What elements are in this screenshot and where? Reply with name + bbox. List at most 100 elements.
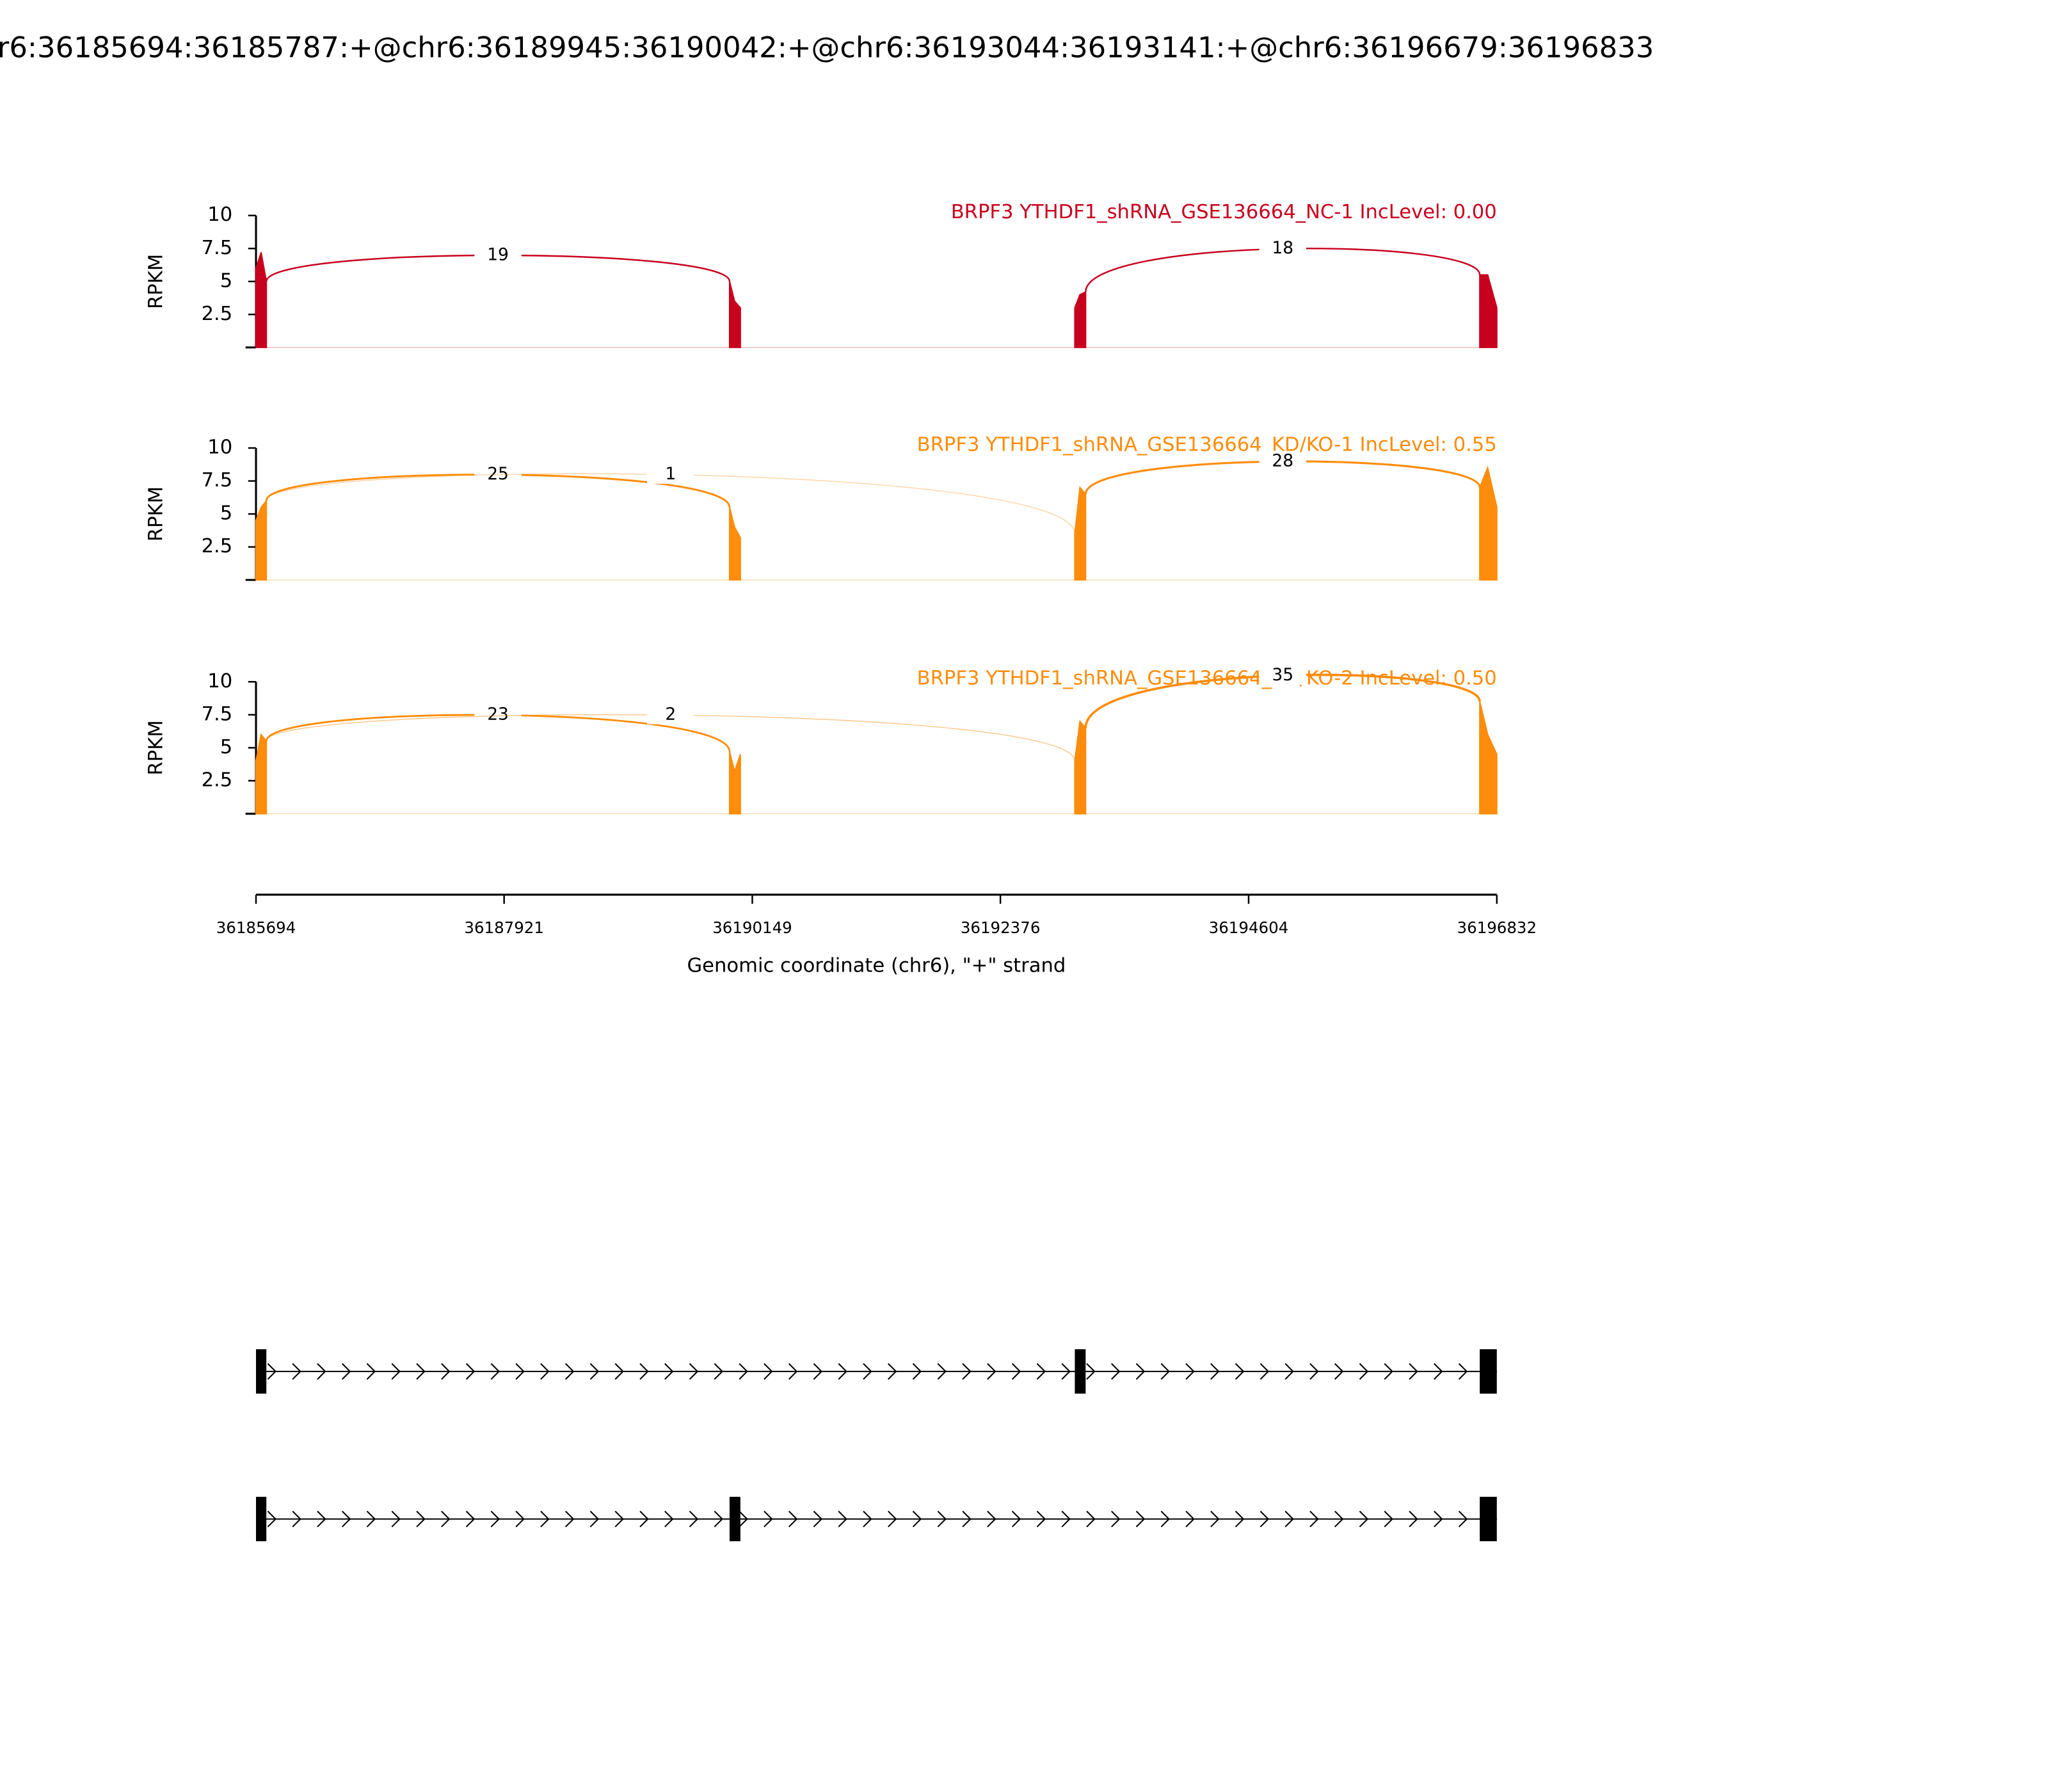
junction-label-bg: [1259, 666, 1306, 685]
strand-chevron: [1434, 1510, 1443, 1528]
coverage: [255, 499, 268, 581]
strand-chevron: [863, 1510, 872, 1528]
y-tick-label: 5: [220, 736, 232, 758]
strand-chevron: [1011, 1363, 1021, 1380]
strand-chevron: [1359, 1363, 1369, 1380]
strand-chevron: [912, 1363, 922, 1380]
strand-chevron: [366, 1363, 376, 1380]
strand-chevron: [1036, 1363, 1046, 1380]
strand-chevron: [292, 1363, 301, 1380]
strand-chevron: [689, 1510, 699, 1528]
junction-label-bg: [1259, 452, 1306, 471]
strand-chevron: [515, 1363, 525, 1380]
y-axis-label: RPKM: [145, 254, 167, 309]
strand-chevron: [366, 1510, 376, 1528]
strand-chevron: [1384, 1363, 1393, 1380]
strand-chevron: [267, 1363, 277, 1380]
junction-label: 23: [487, 705, 509, 724]
junction-label-bg: [647, 705, 694, 724]
strand-chevron: [1434, 1363, 1443, 1380]
junction-label: 2: [665, 705, 676, 724]
coverage: [728, 281, 741, 348]
strand-chevron: [863, 1363, 872, 1380]
strand-chevron: [1185, 1363, 1195, 1380]
strand-chevron: [1086, 1510, 1096, 1528]
junction-label: 28: [1272, 451, 1293, 471]
y-tick-label: 2.5: [202, 303, 233, 325]
strand-chevron: [1260, 1510, 1270, 1528]
x-tick-label: 36192376: [961, 918, 1041, 937]
y-axis-label: RPKM: [145, 720, 167, 775]
y-tick-label: 10: [207, 670, 232, 692]
y-tick-label: 7.5: [202, 703, 233, 725]
strand-chevron: [515, 1510, 525, 1528]
strand-chevron: [391, 1510, 401, 1528]
y-tick-label: 7.5: [202, 469, 233, 492]
junction-label: 35: [1272, 665, 1293, 685]
strand-chevron: [1458, 1363, 1468, 1380]
strand-chevron: [1284, 1363, 1294, 1380]
strand-chevron: [664, 1363, 674, 1380]
y-tick-label: 2.5: [202, 769, 233, 791]
strand-chevron: [639, 1363, 649, 1380]
junction-label-bg: [474, 465, 522, 484]
exon: [256, 1496, 267, 1542]
coverage: [1074, 719, 1087, 815]
strand-chevron: [292, 1510, 301, 1528]
junction-label-bg: [647, 465, 694, 484]
strand-chevron: [1309, 1363, 1319, 1380]
strand-chevron: [1235, 1363, 1245, 1380]
strand-chevron: [838, 1510, 847, 1528]
coverage: [1479, 274, 1498, 348]
strand-chevron: [1111, 1363, 1121, 1380]
strand-chevron: [714, 1363, 724, 1380]
y-tick-label: 5: [220, 269, 232, 292]
figure-title: r6:36185694:36185787:+@chr6:36189945:361…: [0, 31, 1654, 65]
strand-chevron: [1111, 1510, 1121, 1528]
y-axis-label: RPKM: [145, 486, 167, 541]
strand-chevron: [1185, 1510, 1195, 1528]
exon: [256, 1349, 267, 1394]
strand-chevron: [540, 1510, 550, 1528]
strand-chevron: [788, 1510, 798, 1528]
strand-chevron: [937, 1510, 947, 1528]
strand-chevron: [1409, 1363, 1418, 1380]
junction-label-bg: [474, 246, 522, 265]
coverage: [728, 507, 741, 581]
strand-chevron: [441, 1510, 451, 1528]
strand-chevron: [912, 1510, 922, 1528]
strand-chevron: [614, 1363, 624, 1380]
strand-chevron: [341, 1510, 351, 1528]
strand-chevron: [1061, 1363, 1071, 1380]
y-tick-label: 2.5: [202, 535, 233, 557]
strand-chevron: [962, 1363, 972, 1380]
strand-chevron: [689, 1363, 699, 1380]
y-tick-label: 10: [207, 204, 232, 226]
y-tick-label: 5: [220, 502, 232, 525]
strand-chevron: [490, 1363, 500, 1380]
coverage: [1479, 701, 1498, 815]
strand-chevron: [764, 1363, 773, 1380]
exon: [1480, 1496, 1497, 1542]
strand-chevron: [540, 1363, 550, 1380]
strand-chevron: [1284, 1510, 1294, 1528]
strand-chevron: [465, 1510, 476, 1528]
strand-chevron: [441, 1363, 451, 1380]
strand-chevron: [1334, 1363, 1344, 1380]
strand-chevron: [714, 1510, 724, 1528]
coverage: [255, 252, 268, 348]
strand-chevron: [564, 1363, 575, 1380]
strand-chevron: [391, 1363, 401, 1380]
junction-label: 18: [1272, 238, 1293, 258]
strand-chevron: [664, 1510, 674, 1528]
strand-chevron: [589, 1363, 600, 1380]
x-tick-label: 36187921: [464, 918, 544, 937]
strand-chevron: [1086, 1363, 1096, 1380]
strand-chevron: [1061, 1510, 1071, 1528]
strand-chevron: [838, 1363, 847, 1380]
strand-chevron: [739, 1510, 748, 1528]
strand-chevron: [490, 1510, 500, 1528]
junction-label: 19: [487, 244, 509, 264]
